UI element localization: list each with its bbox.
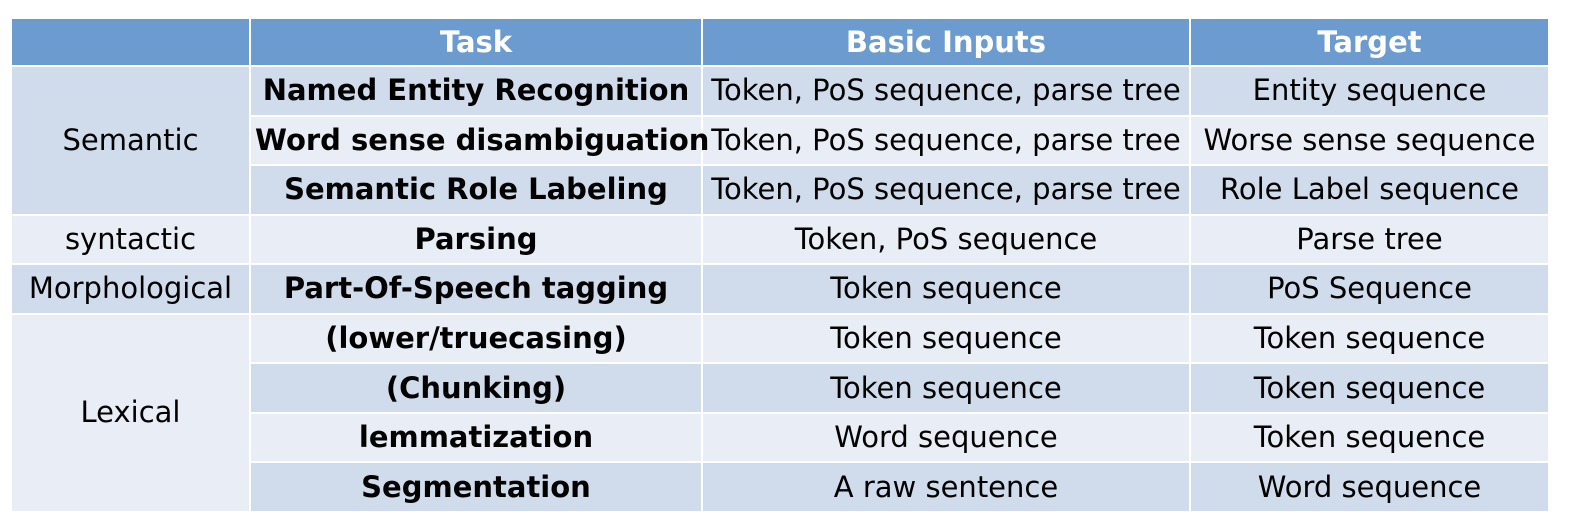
target-cell: PoS Sequence	[1189, 263, 1550, 315]
task-cell: (Chunking)	[249, 362, 703, 414]
inputs-cell: Token, PoS sequence, parse tree	[701, 114, 1191, 167]
table-row: (Chunking) Token sequence Token sequence	[11, 362, 1550, 414]
inputs-cell: A raw sentence	[701, 461, 1191, 513]
target-cell: Token sequence	[1189, 362, 1550, 414]
target-cell: Role Label sequence	[1189, 164, 1550, 216]
table-row: lemmatization Word sequence Token sequen…	[11, 411, 1550, 464]
category-semantic: Semantic	[10, 65, 251, 216]
task-cell: Named Entity Recognition	[249, 65, 703, 117]
header-category	[10, 17, 251, 67]
table-row: syntactic Parsing Token, PoS sequence Pa…	[10, 213, 1550, 266]
inputs-cell: Token sequence	[701, 263, 1191, 315]
target-cell: Token sequence	[1189, 312, 1550, 365]
header-target: Target	[1189, 17, 1550, 67]
table-row: Lexical (lower/truecasing) Token sequenc…	[10, 312, 1550, 514]
task-cell: Segmentation	[249, 461, 703, 513]
table-row: Semantic Named Entity Recognition Token,…	[10, 65, 1550, 216]
task-cell: Word sense disambiguation	[249, 114, 709, 167]
task-cell: Semantic Role Labeling	[249, 164, 703, 216]
inputs-cell: Word sequence	[701, 411, 1191, 464]
target-cell: Word sequence	[1189, 461, 1550, 513]
inputs-cell: Token, PoS sequence	[701, 213, 1191, 266]
task-cell: lemmatization	[249, 411, 703, 464]
target-cell: Entity sequence	[1189, 65, 1550, 117]
nlp-task-table: Task Basic Inputs Target Semantic Named …	[10, 17, 1550, 514]
task-cell: Parsing	[249, 213, 703, 266]
task-cell: (lower/truecasing)	[249, 312, 703, 365]
table-row: Semantic Role Labeling Token, PoS sequen…	[11, 164, 1550, 216]
inputs-cell: Token, PoS sequence, parse tree	[701, 65, 1191, 117]
table-row: Word sense disambiguation Token, PoS seq…	[11, 114, 1550, 167]
target-cell: Worse sense sequence	[1189, 114, 1550, 167]
task-cell: Part-Of-Speech tagging	[249, 263, 703, 315]
header-row: Task Basic Inputs Target	[10, 17, 1550, 67]
inputs-cell: Token sequence	[701, 362, 1191, 414]
category-morphological: Morphological	[10, 263, 251, 315]
target-cell: Token sequence	[1189, 411, 1550, 464]
category-lexical: Lexical	[10, 312, 251, 514]
inputs-cell: Token sequence	[701, 312, 1191, 365]
header-basic-inputs: Basic Inputs	[701, 17, 1191, 67]
inputs-cell: Token, PoS sequence, parse tree	[701, 164, 1191, 216]
target-cell: Parse tree	[1189, 213, 1550, 266]
table-row: Segmentation A raw sentence Word sequenc…	[11, 461, 1550, 513]
category-syntactic: syntactic	[10, 213, 251, 266]
table-row: Morphological Part-Of-Speech tagging Tok…	[10, 263, 1550, 315]
header-task: Task	[249, 17, 703, 67]
